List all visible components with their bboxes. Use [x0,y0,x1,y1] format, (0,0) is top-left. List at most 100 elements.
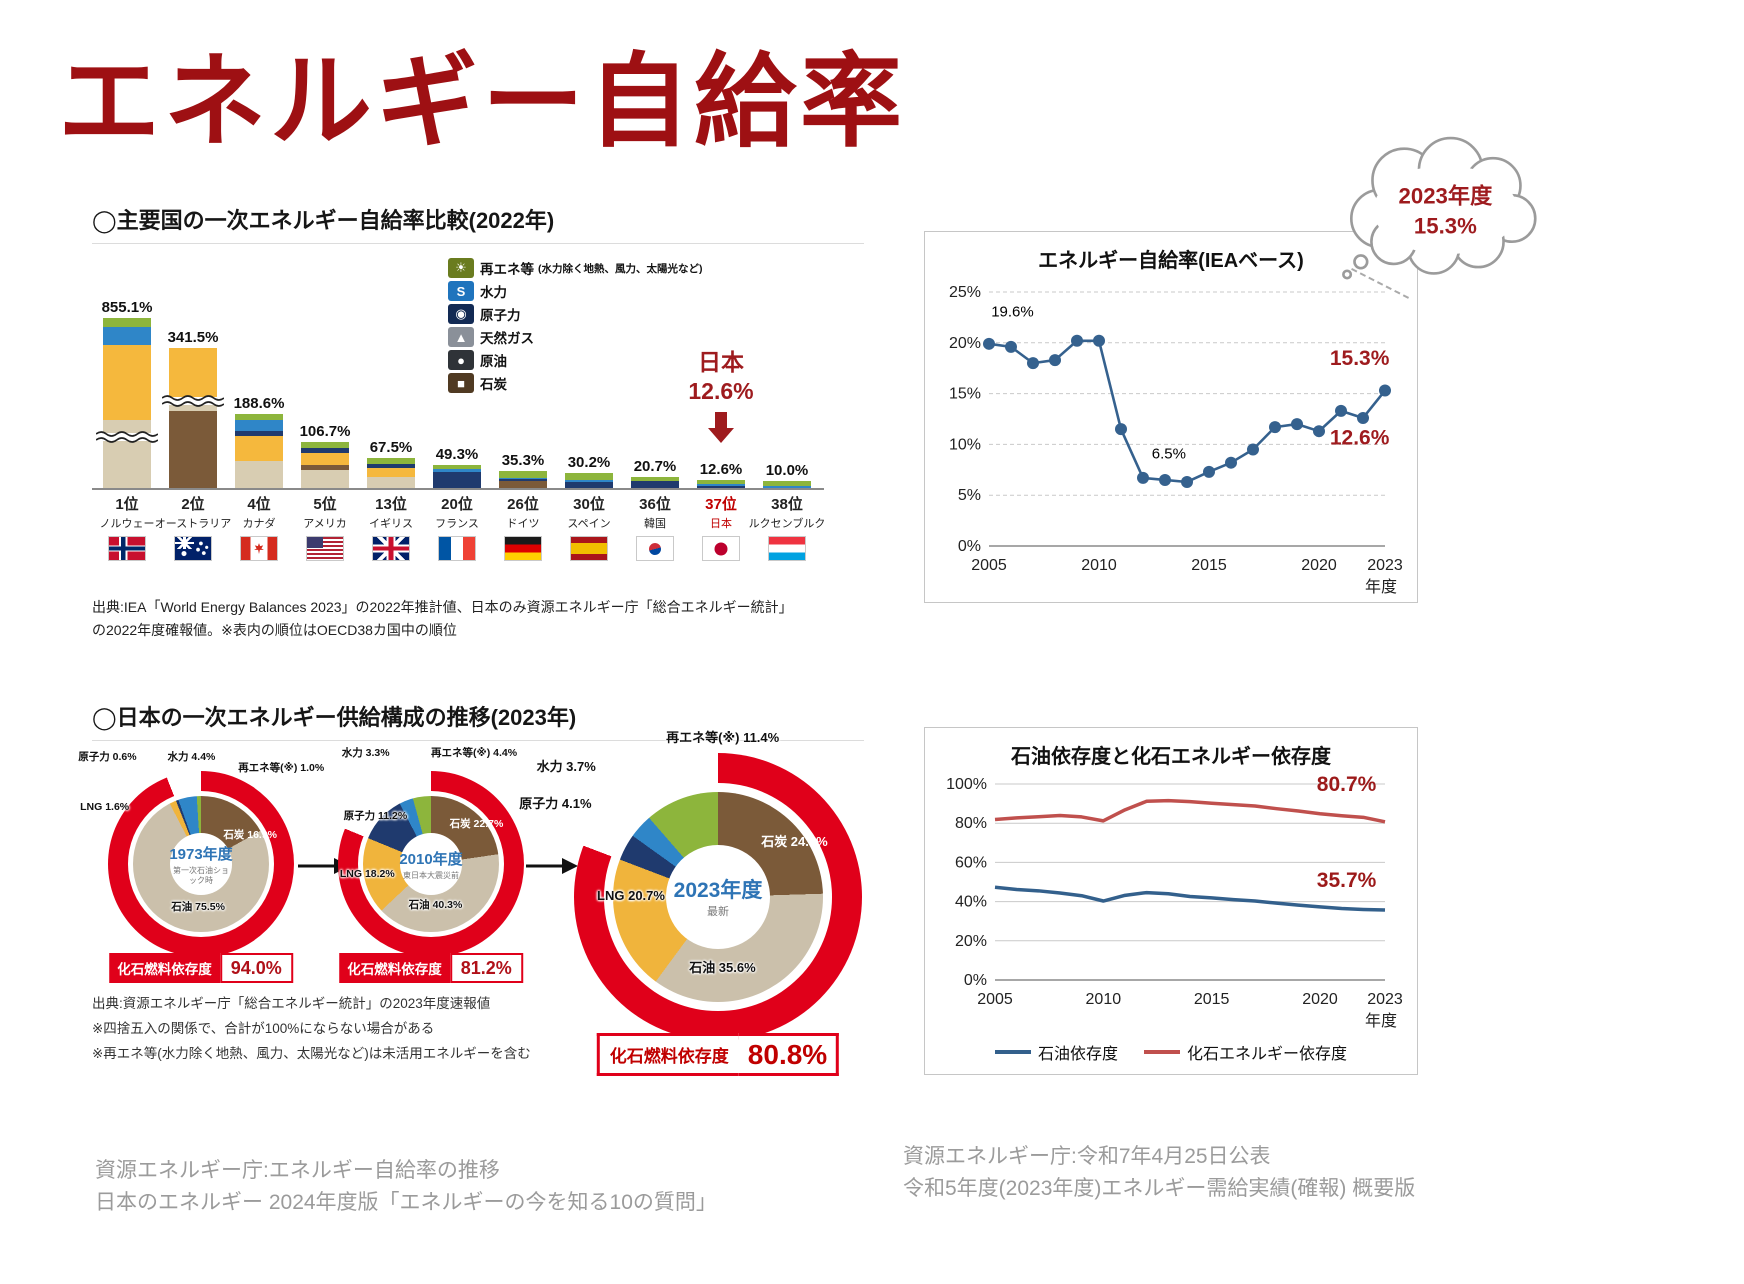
stacked-bar-korea [631,477,679,488]
label-hydro: 水力 3.7% [536,758,596,774]
renewables-icon: ☀ [448,258,474,278]
segment-renew [433,465,481,470]
segment-renew [631,477,679,481]
label-lng: LNG 20.7% [597,888,665,904]
label-coal: 石炭 16.9% [223,828,278,841]
annotation: 19.6% [991,303,1034,320]
segment-renew [499,471,547,479]
label-lng: LNG 1.6% [80,800,130,813]
legend-label: 水力 [480,285,507,300]
data-point [1335,404,1347,417]
japan-callout-value: 12.6% [688,377,754,404]
hydro-icon: S [448,281,474,301]
down-arrow-icon [661,411,781,443]
segment-hydro [499,478,547,480]
bar-column-japan: 12.6% 37位 日本 [688,282,754,561]
segment-oil [367,467,415,478]
self-sufficiency-trend-chart: エネルギー自給率(IEAベース) 0% 5% 10% 15% 20% 25% 2005 201… [924,231,1418,603]
footer-left-line-1: 資源エネルギー庁:エネルギー自給率の推移 [95,1159,500,1182]
source-line-2: の2022年度確報値。※表内の順位はOECD38カ国中の順位 [92,622,457,639]
annotation: 80.7% [1317,773,1377,796]
label-nuclear: 原子力 4.1% [519,796,592,812]
y-tick-label: 25% [949,284,981,301]
label-oil: 石油 40.3% [408,899,463,912]
bar-value-label: 106.7% [299,423,351,440]
bar-area: 30.2% [565,282,613,488]
bar-area: 10.0% [763,282,811,488]
bar-chart-legend: ☀ 再エネ等 (水力除く地熱、風力、太陽光など) S 水力 ◉ 原子力 ▲ 天然ガス ● 原油 ■ 石炭 [448,258,703,396]
section-rule [92,740,864,741]
donut-2010年度: 2010年度 東日本大震災前 石炭 22.7% 石油 40.3% LNG 18.2% 原子… [338,747,524,983]
label-lng: LNG 18.2% [339,867,395,880]
bar-area: 188.6% [234,282,284,488]
legend-label: 天然ガス [480,331,534,346]
bar-country: 韓国 [644,518,666,530]
japan-flag [702,536,740,561]
segment-renew [103,318,151,327]
fossil-banner-value: 81.2% [449,953,523,983]
x-tick-label: 2015 [1194,991,1230,1008]
donut-2023年度: 2023年度 最新 石炭 24.5% 石油 35.6% LNG 20.7% 原子力 4.1… [519,730,862,1076]
series-line-化石エネルギー依存度 [994,798,1386,824]
x-axis-label: 年度 [1365,578,1397,596]
bar-area: 20.7% [631,282,679,488]
crude-oil-icon: ● [448,350,474,370]
donut-center: 2010年度 東日本大震災前 [399,833,463,895]
legend-note: (水力除く地熱、風力、太陽光など) [538,262,703,275]
segment-nuclear [433,471,481,488]
bar-value-label: 12.6% [699,461,743,478]
bar-value-label: 341.5% [167,329,219,346]
spain-flag [570,536,608,561]
luxembourg-flag [768,536,806,561]
segment-coal [301,464,349,470]
fossil-banner-label: 化石燃料依存度 [339,953,450,983]
y-tick-label: 15% [949,386,981,403]
donut-notes: 出典:資源エネルギー庁「総合エネルギー統計」の2023年度速報値 ※四捨五入の関… [92,992,531,1067]
chart-title: エネルギー自給率(IEAベース) [1038,250,1304,272]
bar-area: 49.3% [433,282,481,488]
bar-value-label: 67.5% [369,439,413,456]
bar-area: 106.7% [299,282,351,488]
france-flag [438,536,476,561]
donut-year: 1973年度 [169,845,233,863]
x-tick-label: 2020 [1302,991,1338,1008]
bar-country: 日本 [710,518,732,530]
data-point [1357,411,1369,424]
x-tick-label: 2020 [1301,557,1337,574]
data-point [1159,473,1171,486]
segment-nuclear [697,486,745,488]
stacked-bar-uk [367,458,415,488]
y-tick-label: 100% [946,776,987,793]
x-tick-label: 2010 [1081,557,1117,574]
y-tick-label: 10% [949,436,981,453]
segment-nuclear [565,481,613,488]
legend-化石エネルギー依存度: 化石エネルギー依存度 [1144,1040,1347,1064]
bar-column-norway: 855.1% 1位 ノルウェー [94,282,160,561]
note-line-2: ※四捨五入の関係で、合計が100%にならない場合がある [92,1020,435,1036]
y-tick-label: 40% [955,894,987,911]
bar-rank: 20位 [441,496,473,513]
dependency-chart-legend: 石油依存度 化石エネルギー依存度 [925,1040,1417,1064]
y-tick-label: 0% [958,538,981,555]
bar-column-germany: 35.3% 26位 ドイツ [490,282,556,561]
segment-hydro [103,326,151,346]
data-point [1071,334,1083,347]
label-oil: 石油 35.6% [689,960,756,976]
bar-value-label: 30.2% [567,454,611,471]
bar-chart-source: 出典:IEA「World Energy Balances 2023」の2022年… [92,596,793,642]
section-heading-country-comparison: ◯主要国の一次エネルギー自給率比較(2022年) [92,208,555,233]
fossil-banner: 化石燃料依存度 80.8% [596,1033,840,1076]
y-tick-label: 20% [955,933,987,950]
data-point [1291,418,1303,431]
bar-value-label: 35.3% [501,452,545,469]
data-point [1093,334,1105,347]
donut-year: 2023年度 [673,879,763,903]
legend-item-oil: ● 原油 [448,350,703,370]
donut-note: 最新 [707,906,729,919]
legend-item-nuclear: ◉ 原子力 [448,304,703,324]
segment-hydro [235,419,283,431]
segment-nuclear [367,464,415,468]
bar-column-usa: 106.7% 5位 アメリカ [292,282,358,561]
bar-country: ドイツ [506,518,540,530]
donut-year: 2010年度 [399,850,463,868]
